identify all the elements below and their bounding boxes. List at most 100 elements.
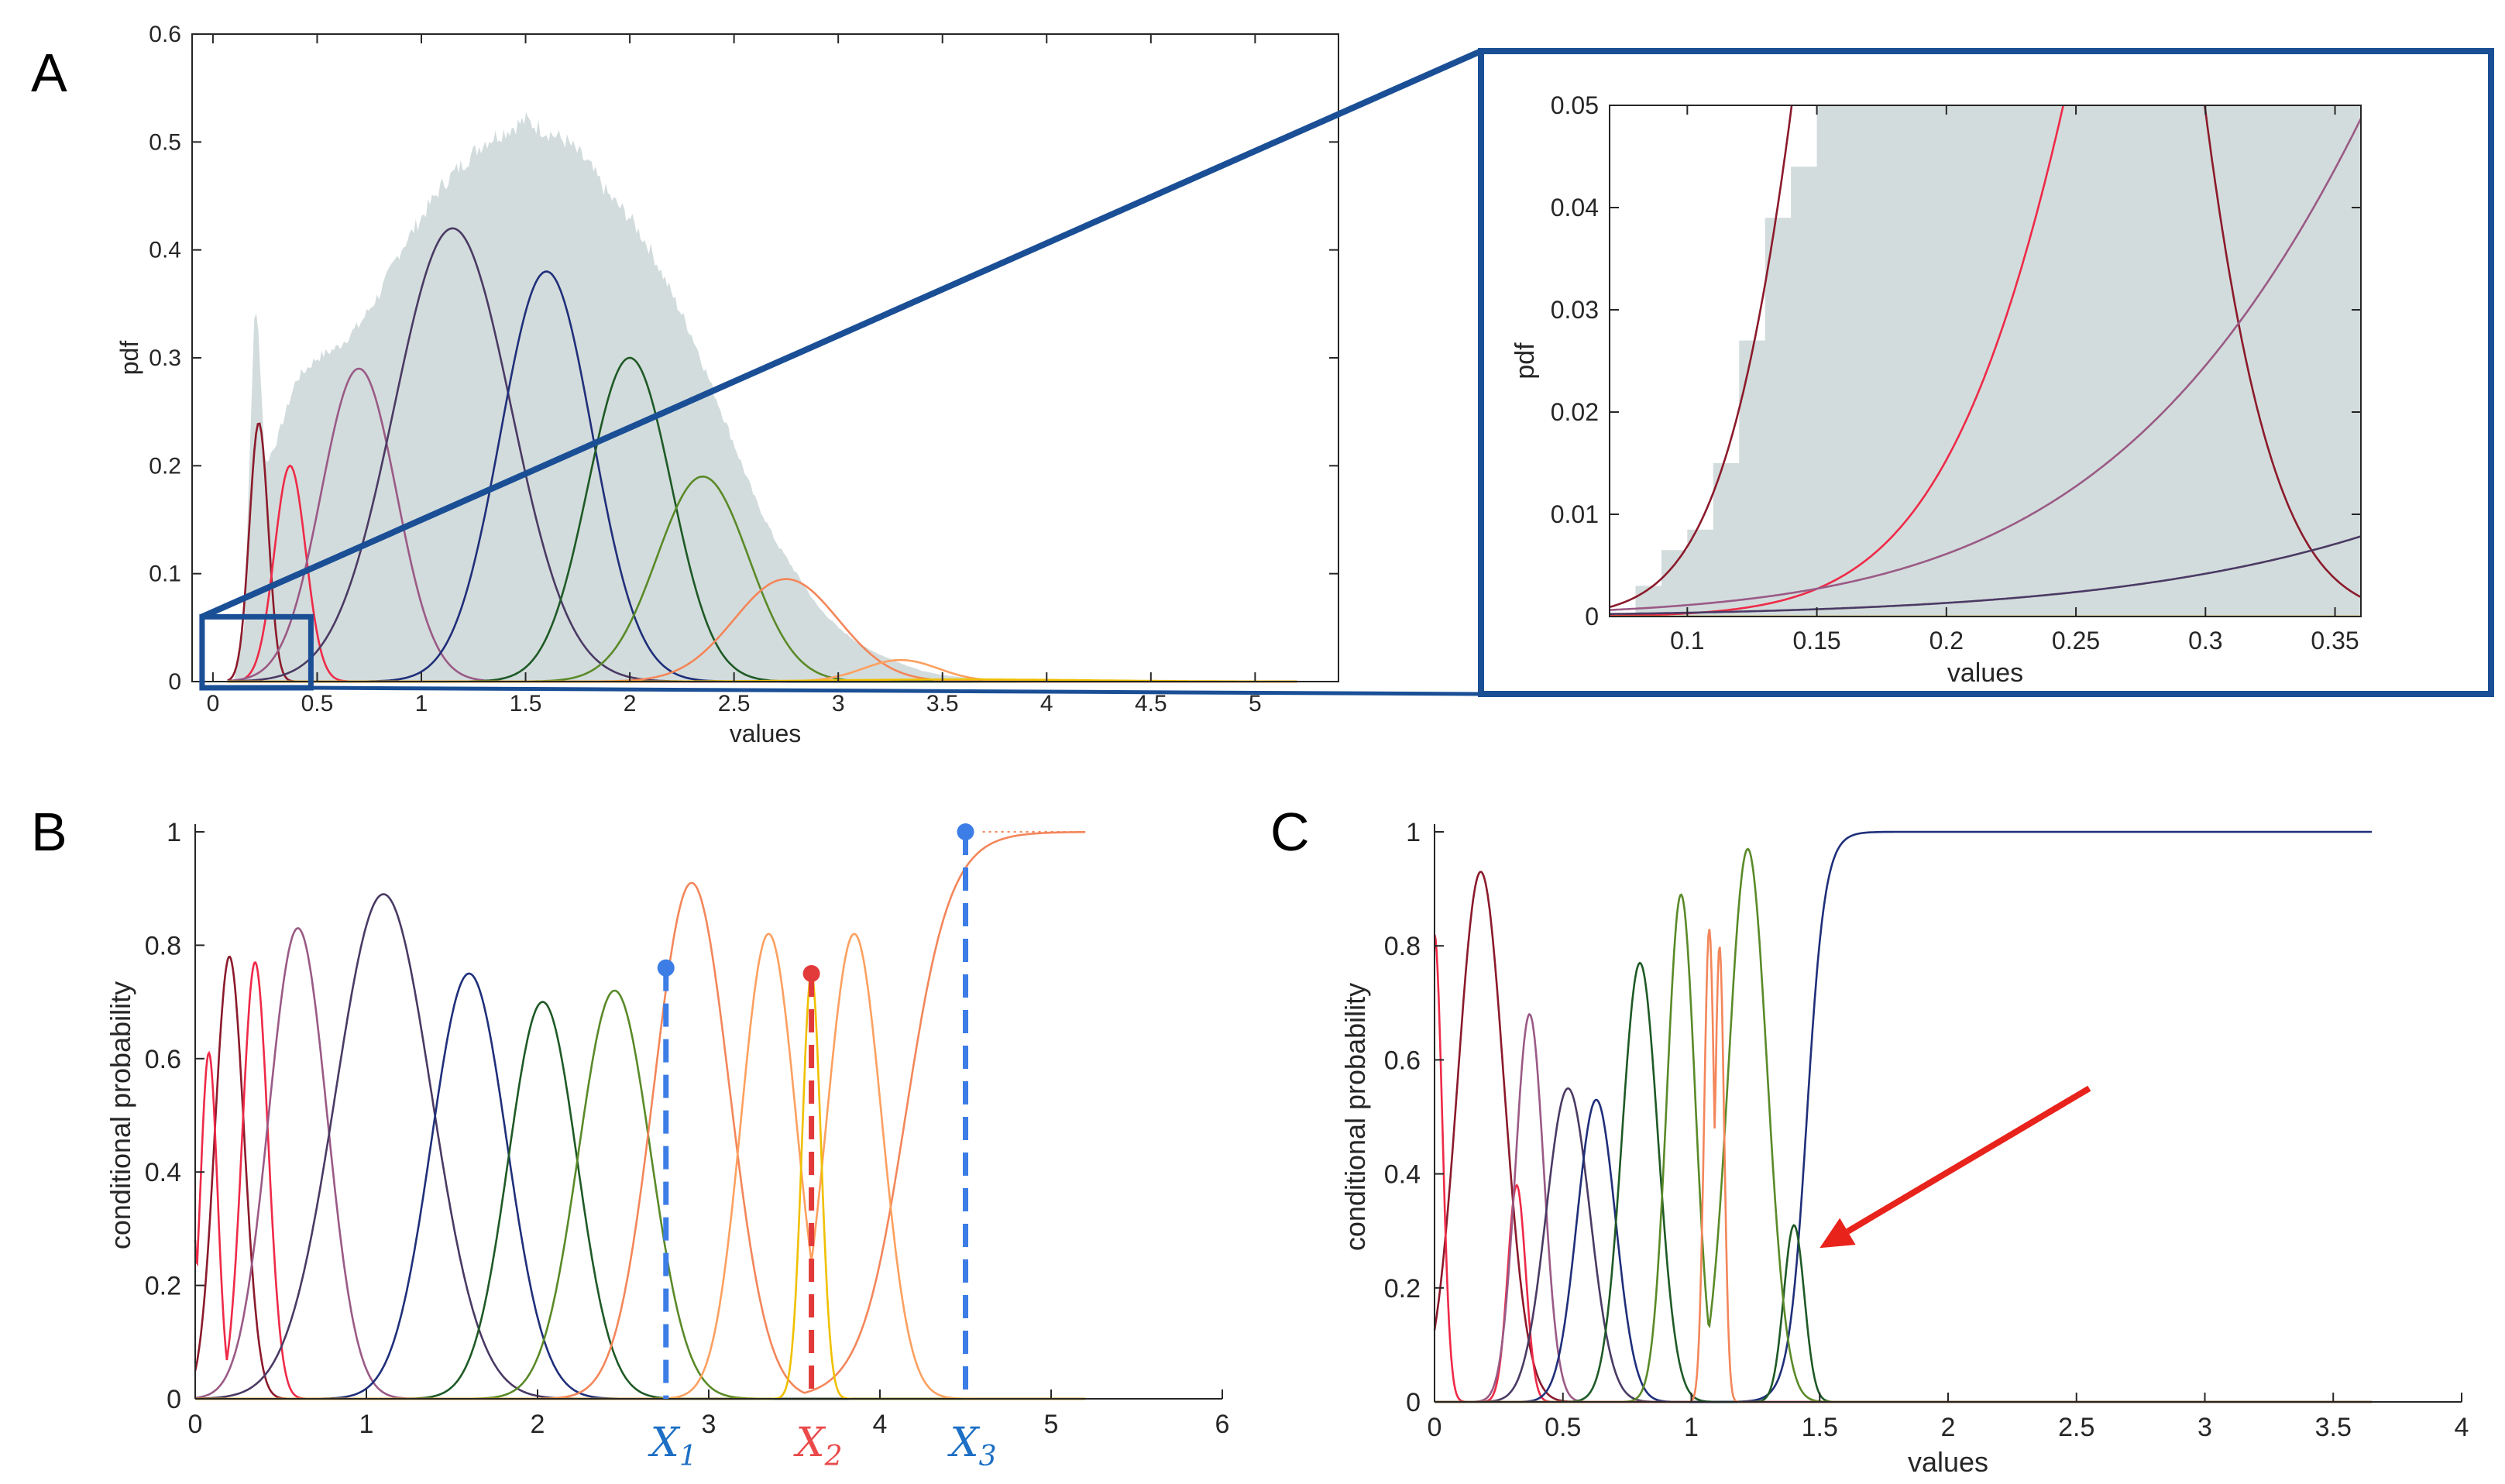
inset-ticks: 0.1 0.15 0.2 0.25 0.3 0.35 0 0.01 0.02 0.03 0.04 0.… bbox=[1551, 91, 2361, 654]
arrow-shaft bbox=[1846, 1085, 2091, 1235]
x-tick-label: 0.5 bbox=[1545, 1413, 1581, 1442]
panel-label-c: C bbox=[1270, 802, 1310, 862]
inset-histogram-bar bbox=[1764, 218, 1792, 617]
prob-curve-2 bbox=[194, 961, 1086, 1400]
y-tick-label: 0.6 bbox=[145, 1045, 181, 1074]
inset-histogram-bar bbox=[1791, 167, 1818, 617]
prob-curve-6 bbox=[1435, 961, 2372, 1403]
inset-y-tick-label: 0 bbox=[1585, 603, 1599, 630]
arrow-head bbox=[1819, 1218, 1856, 1249]
x-tick-label: 0 bbox=[207, 691, 220, 716]
x-tick-label: 1 bbox=[359, 1410, 374, 1439]
panel-c-ticks: 0 0.5 1 1.5 2 2.5 3 3.5 4 0 0.2 0.4 0.6 0.8 1 bbox=[1384, 818, 2469, 1442]
inset-x-tick-label: 0.2 bbox=[1929, 627, 1964, 654]
x-tick-label: 3 bbox=[2197, 1413, 2212, 1442]
panel-c-y-label: conditional probability bbox=[1339, 983, 1371, 1251]
panel-b-ticks: 0 1 2 3 4 5 6 0 0.2 0.4 0.6 0.8 1 bbox=[145, 818, 1230, 1439]
y-tick-label: 0.8 bbox=[145, 931, 181, 960]
y-tick-label: 0.4 bbox=[145, 1158, 181, 1187]
x-tick-label: 6 bbox=[1215, 1410, 1230, 1439]
panel-c-arrow bbox=[1819, 1085, 2091, 1249]
prob-curve-1 bbox=[194, 955, 1086, 1400]
y-tick-label: 0.2 bbox=[149, 453, 181, 479]
x-tick-label: 2 bbox=[624, 691, 637, 716]
inset-y-tick-label: 0.01 bbox=[1551, 500, 1599, 528]
x-tick-label: 1 bbox=[1684, 1413, 1699, 1442]
x-tick-label: 3.5 bbox=[2315, 1413, 2352, 1442]
inset-histogram-bar bbox=[1739, 340, 1766, 617]
panel-c-x-label: values bbox=[1908, 1446, 1988, 1478]
prob-curve-8 bbox=[195, 830, 1086, 1400]
marker-dot-2 bbox=[802, 965, 820, 982]
inset-histogram bbox=[1635, 105, 2362, 617]
marker-dot-1 bbox=[657, 959, 675, 977]
panel-c-chart: 0 0.5 1 1.5 2 2.5 3 3.5 4 0 0.2 0.4 0.6 0.8 1 values c… bbox=[1339, 818, 2469, 1478]
prob-curve-5 bbox=[195, 972, 1086, 1400]
connector-bottom bbox=[311, 685, 1482, 696]
prob-curve-2 bbox=[1433, 934, 2372, 1403]
panel-b-axes bbox=[194, 824, 1222, 1400]
x-tick-label: 2 bbox=[531, 1410, 545, 1439]
inset-y-tick-label: 0.05 bbox=[1551, 91, 1599, 119]
panel-a-chart: 0 0.5 1 1.5 2 2.5 3 3.5 4 4.5 5 0 0.1 0.2 0.3 0.4 0.5 0.6… bbox=[115, 22, 1339, 747]
inset-y-label: pdf bbox=[1510, 342, 1540, 380]
prob-curve-3 bbox=[1435, 1012, 2372, 1403]
y-tick-label: 1 bbox=[1406, 818, 1421, 847]
panel-a-inset-chart: 0.1 0.15 0.2 0.25 0.3 0.35 0 0.01 0.02 0.03 0.04 0.… bbox=[1478, 48, 2494, 697]
x-tick-label: 5 bbox=[1044, 1410, 1059, 1439]
inset-x-tick-label: 0.35 bbox=[2311, 627, 2359, 654]
x-tick-label: 2.5 bbox=[718, 691, 751, 716]
inset-axes-frame bbox=[1609, 105, 2362, 617]
panel-label-a: A bbox=[31, 43, 67, 103]
inset-pdf-curve-3 bbox=[1610, 118, 2361, 611]
inset-histogram-bar bbox=[1713, 463, 1740, 617]
x-tick-label: 5 bbox=[1249, 691, 1262, 716]
panel-a-y-label: pdf bbox=[115, 341, 143, 376]
panel-a-x-label: values bbox=[730, 720, 802, 747]
panel-c-curves bbox=[1433, 830, 2372, 1403]
y-tick-label: 0 bbox=[1406, 1388, 1421, 1417]
x-tick-label: 1.5 bbox=[510, 691, 542, 716]
inset-pdf-curve-2 bbox=[1610, 105, 2065, 617]
y-tick-label: 0.1 bbox=[149, 562, 181, 587]
zoom-connector-lines bbox=[201, 48, 1483, 696]
y-tick-label: 0.6 bbox=[1384, 1046, 1421, 1075]
y-tick-label: 0.8 bbox=[1384, 932, 1421, 961]
y-tick-label: 0 bbox=[167, 1385, 181, 1414]
x-tick-label: 4 bbox=[1040, 691, 1053, 716]
inset-y-tick-label: 0.02 bbox=[1551, 398, 1599, 426]
histogram-area bbox=[233, 112, 1297, 682]
y-tick-label: 0.6 bbox=[149, 22, 181, 47]
x-tick-label: 1 bbox=[415, 691, 428, 716]
x-tick-label: 0.5 bbox=[301, 691, 334, 716]
panel-b-curves bbox=[194, 830, 1086, 1400]
panel-b-markers bbox=[657, 823, 974, 1399]
y-tick-label: 0.4 bbox=[1384, 1160, 1421, 1190]
prob-curve-9 bbox=[195, 933, 1086, 1400]
panel-a-ticks: 0 0.5 1 1.5 2 2.5 3 3.5 4 4.5 5 0 0.1 0.2 0.3 0.4 0.5 0.6 bbox=[149, 22, 1338, 716]
x-tick-label: 0 bbox=[1428, 1413, 1442, 1442]
x-tick-label: 2.5 bbox=[2058, 1413, 2094, 1442]
x-tick-label: 2 bbox=[1941, 1413, 1956, 1442]
inset-histogram-bar bbox=[1816, 105, 2362, 617]
marker-x2-label: X2 bbox=[793, 1420, 843, 1472]
marker-dot-3 bbox=[957, 823, 974, 840]
inset-curves bbox=[1610, 105, 2361, 617]
y-tick-label: 0.4 bbox=[149, 238, 181, 263]
inset-x-tick-label: 0.3 bbox=[2188, 627, 2222, 654]
x-tick-label: 3 bbox=[832, 691, 845, 716]
marker-x1-label: X1 bbox=[648, 1420, 697, 1472]
prob-curve-4 bbox=[195, 893, 1086, 1400]
x-tick-label: 4 bbox=[873, 1410, 888, 1439]
x-tick-label: 3 bbox=[702, 1410, 716, 1439]
x-tick-label: 1.5 bbox=[1802, 1413, 1838, 1442]
inset-x-label: values bbox=[1947, 658, 2023, 688]
inset-y-tick-label: 0.04 bbox=[1551, 194, 1599, 222]
prob-curve-7 bbox=[1435, 847, 2372, 1403]
panel-c-axes bbox=[1434, 824, 2462, 1403]
inset-pdf-curve-4 bbox=[1610, 535, 2361, 615]
y-tick-label: 1 bbox=[167, 818, 181, 847]
x-tick-label: 0 bbox=[188, 1410, 203, 1439]
x-tick-label: 3.5 bbox=[926, 691, 959, 716]
